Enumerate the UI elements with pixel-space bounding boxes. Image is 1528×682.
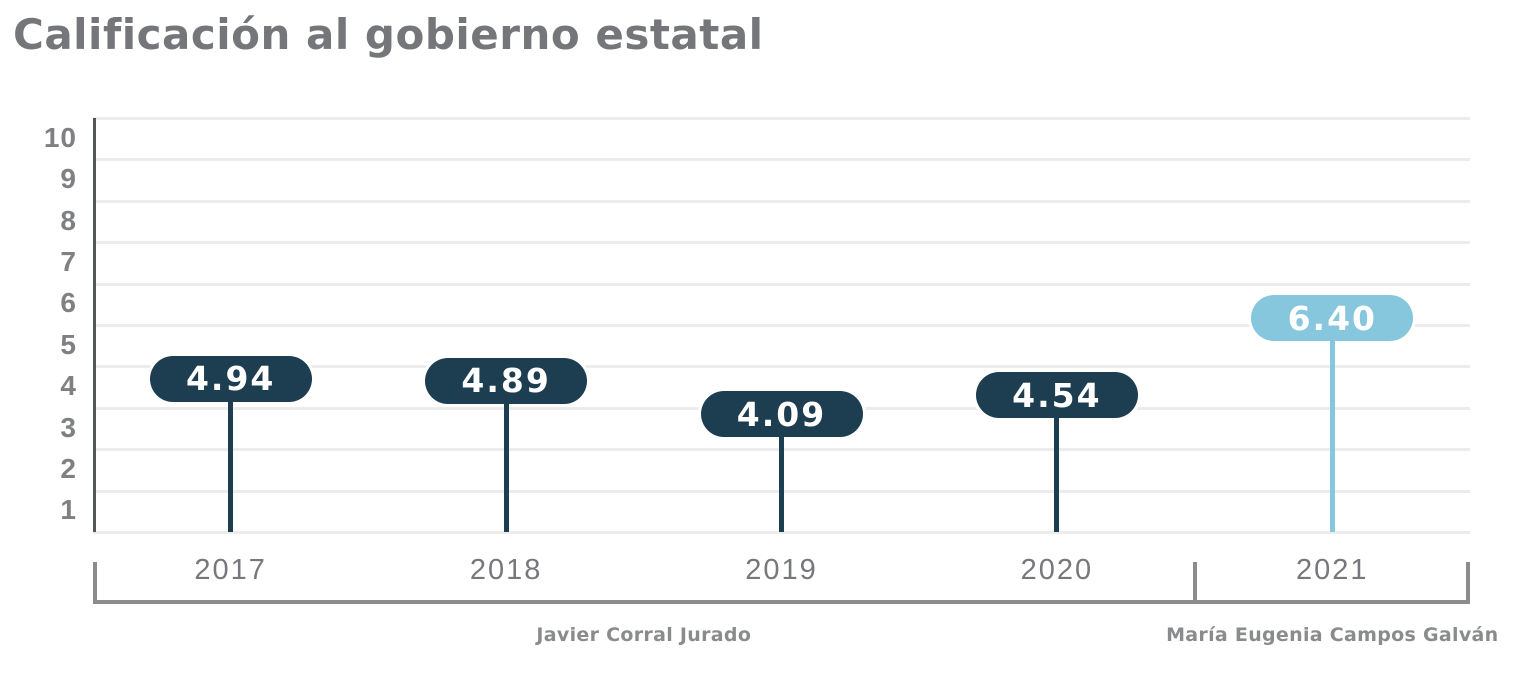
gridline [93,117,1470,120]
value-badge: 4.09 [700,391,863,438]
y-axis-line [93,118,96,532]
y-axis-tick-label: 5 [60,328,77,360]
y-axis-tick-label: 9 [60,163,77,195]
y-axis-tick-label: 3 [60,411,77,443]
gridline [93,199,1470,203]
lollipop-stem [1054,415,1060,532]
y-axis-tick-label: 10 [43,121,77,153]
x-axis-label: 2018 [469,554,543,586]
lollipop-stem [1329,338,1335,532]
gridline [93,158,1470,162]
y-axis-tick-label: 8 [60,204,77,236]
bracket-tick [93,562,97,604]
y-axis-tick-label: 7 [60,245,77,277]
chart-title: Calificación al gobierno estatal [13,10,764,59]
gridline [93,324,1470,327]
x-axis-label: 2021 [1296,554,1369,586]
gridline [93,241,1470,245]
gridline [93,365,1470,369]
value-badge: 6.40 [1251,295,1414,342]
bracket-tick [1466,562,1470,604]
bracket-line [93,600,1470,604]
value-badge: 4.89 [425,357,588,404]
lollipop-stem [228,398,234,532]
lollipop-stem [503,400,509,532]
x-axis-label: 2017 [194,554,267,586]
y-axis-tick-label: 4 [60,370,77,402]
x-axis-label: 2019 [745,554,818,586]
value-badge: 4.54 [975,372,1138,419]
governor-name-label: Javier Corral Jurado [536,624,752,646]
y-axis-tick-label: 1 [60,494,77,526]
bracket-tick [1192,562,1197,604]
gridline [93,531,1470,534]
y-axis-tick-label: 2 [60,452,77,484]
governor-name-label: María Eugenia Campos Galván [1166,624,1499,646]
y-axis-tick-label: 6 [60,287,77,319]
x-axis-label: 2020 [1020,554,1094,586]
value-badge: 4.94 [149,355,312,402]
lollipop-stem [779,434,784,532]
gridline [93,282,1470,286]
